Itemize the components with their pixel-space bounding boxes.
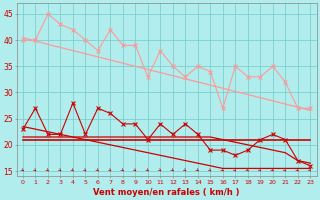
- X-axis label: Vent moyen/en rafales ( km/h ): Vent moyen/en rafales ( km/h ): [93, 188, 240, 197]
